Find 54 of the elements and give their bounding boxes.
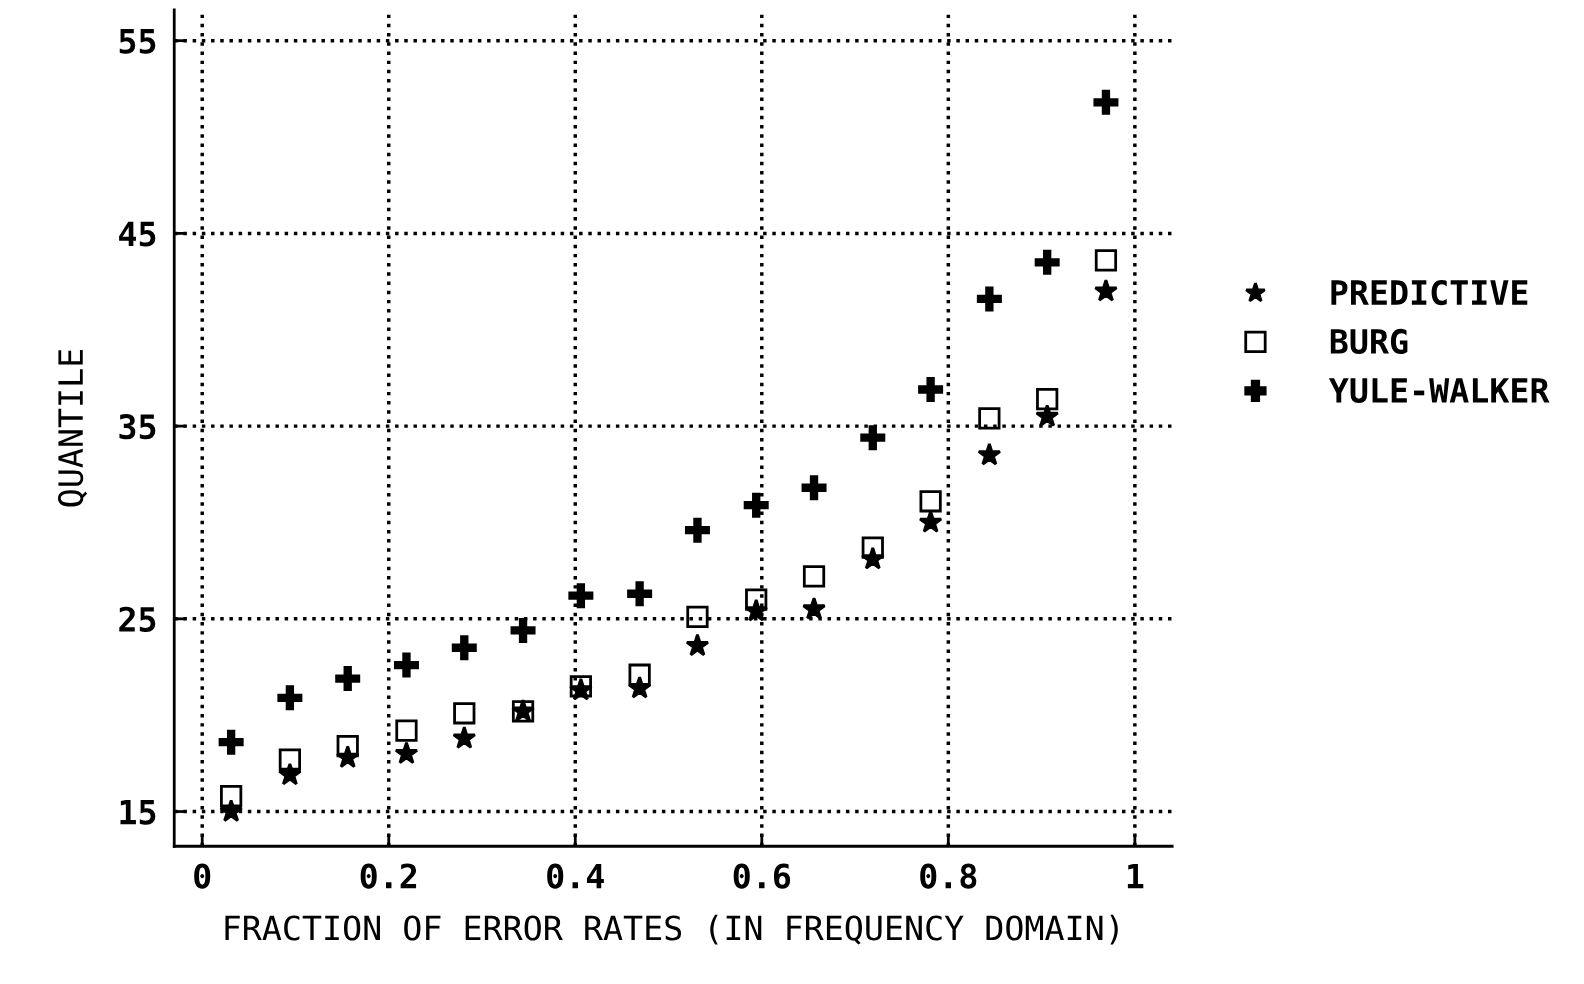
point [685,633,710,657]
y-tick-label: 35 [119,414,156,440]
point [1093,89,1119,115]
point [395,719,418,742]
legend-label: BURG [1330,328,1408,355]
point [278,748,301,771]
legend-label: PREDICTIVE [1331,279,1528,306]
point [568,583,594,609]
point [684,517,710,543]
point [918,377,944,402]
x-axis-title: FRACTION OF ERROR RATES (IN FREQUENCY DOMAIN) [225,914,1118,945]
y-axis-title: QUANTILE [57,349,88,507]
point [452,725,477,749]
point [686,605,709,629]
point [802,565,826,588]
point [918,509,943,533]
point [1036,388,1059,411]
point [802,596,826,620]
x-tick-label: 0.2 [360,863,417,889]
x-tick-label: 1 [1127,863,1144,889]
y-tick-label: 45 [119,221,156,247]
point [861,536,884,559]
point [1034,249,1060,275]
point [978,407,1001,430]
point [743,492,769,518]
point [277,685,303,711]
point [860,425,886,451]
point [453,702,476,725]
point [1093,278,1118,302]
point [745,588,768,611]
point [627,581,653,607]
point [628,663,651,686]
point [393,652,419,678]
point [919,490,942,513]
y-tick-label: 15 [120,799,156,825]
x-tick-label: 0 [194,863,211,889]
y-tick-label: 55 [119,29,156,54]
point [336,734,359,758]
point [510,617,536,643]
point [335,666,361,692]
x-tick-label: 0.4 [547,863,604,889]
point [451,635,477,661]
point [976,286,1002,312]
point [220,785,243,808]
point [218,729,244,755]
legend-label: YULE-WALKER [1328,378,1550,403]
y-tick-label: 25 [119,606,156,632]
point [1094,249,1118,272]
point [394,741,419,765]
point [801,475,827,501]
point [977,442,1002,466]
x-tick-label: 0.6 [733,863,791,889]
x-tick-label: 0.8 [920,863,977,889]
point [1035,403,1060,427]
